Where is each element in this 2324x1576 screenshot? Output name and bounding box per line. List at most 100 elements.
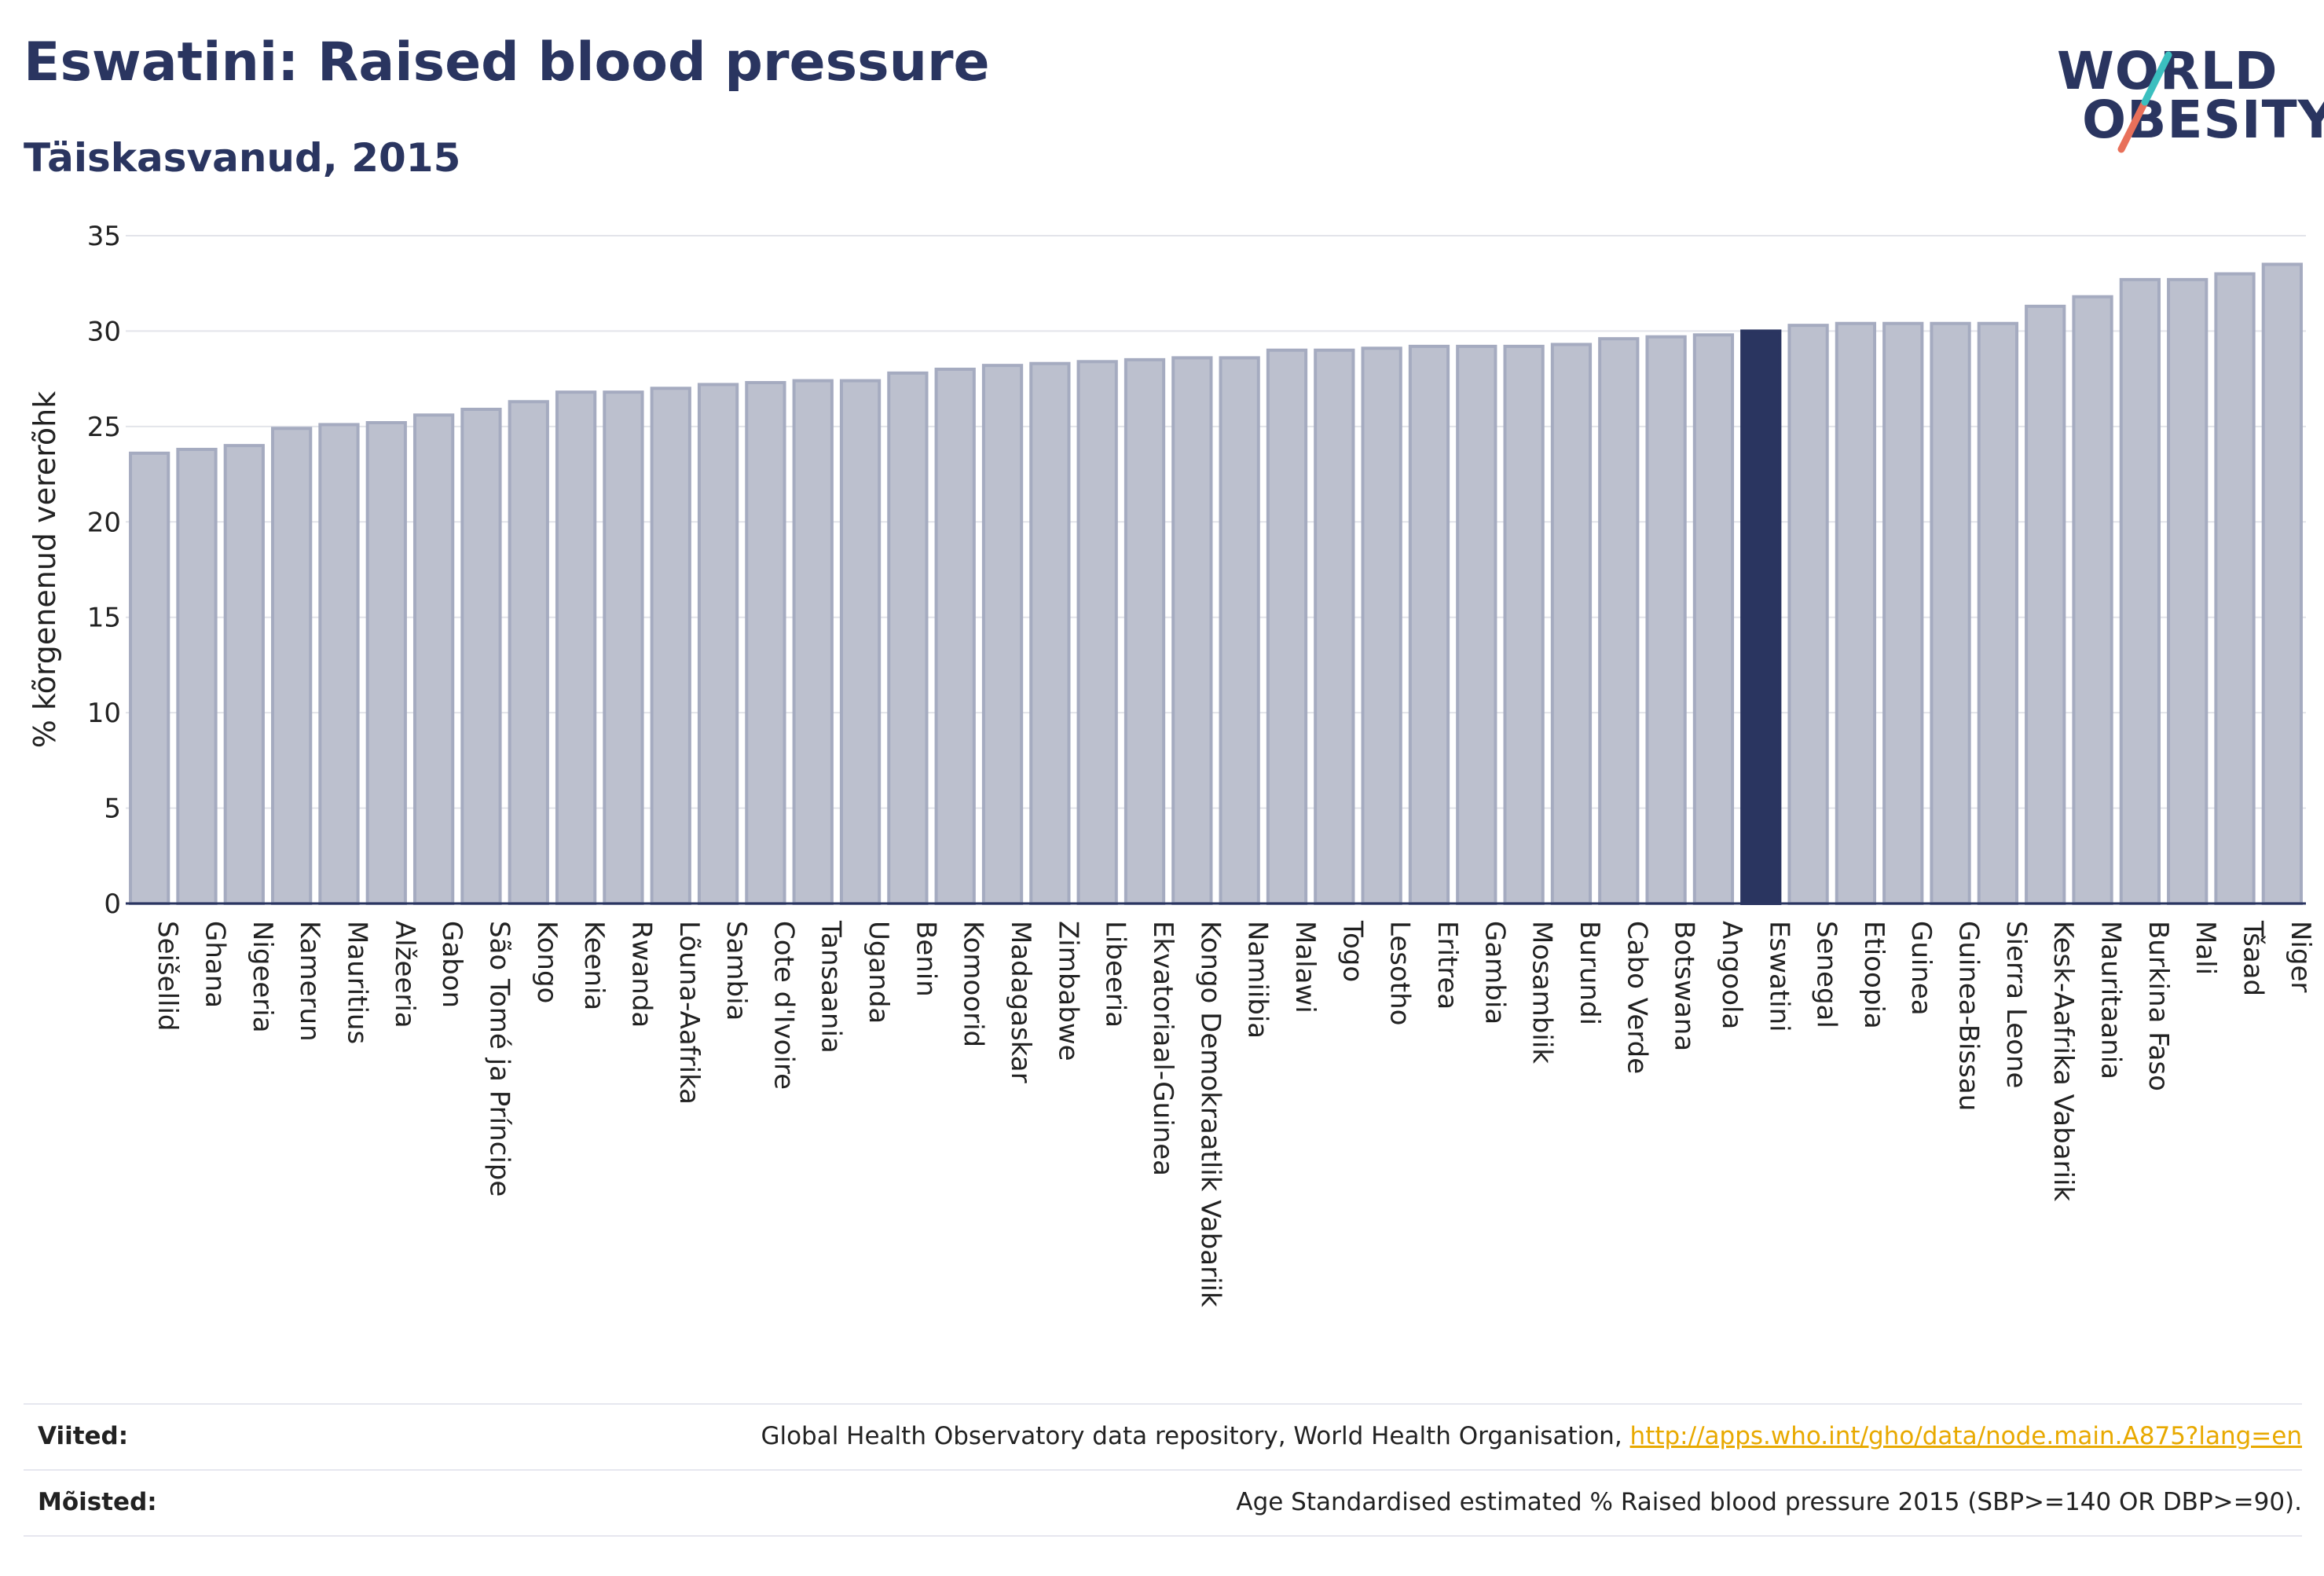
x-tick-label: Etioopia [1858,921,1890,1029]
x-tick-label: Tšaad [2238,920,2269,996]
y-tick-label: 10 [87,698,121,729]
x-tick-label: Namiibia [1242,921,1274,1039]
x-tick-label: Madagaskar [1005,921,1036,1083]
x-tick-label: Cote d'Ivoire [768,921,799,1090]
x-tick-label: Ekvatoriaal-Guinea [1147,921,1178,1176]
bar [697,383,739,905]
x-tick-label: Gambia [1479,921,1510,1024]
bar-highlighted [1740,329,1782,905]
x-tick-label: Komoorid [958,921,989,1047]
y-tick-label: 35 [87,221,121,252]
bar [2167,277,2209,906]
bar [1219,356,1260,905]
x-tick-label: Seišellid [152,921,183,1032]
x-tick-label: Senegal [1811,921,1842,1028]
bar [1503,344,1545,906]
bar [508,400,549,905]
x-tick-label: Mauritaania [2095,921,2127,1079]
bar [981,364,1024,905]
y-tick-label: 5 [104,793,121,825]
x-tick-label: Keenia [578,921,610,1010]
bar [1930,321,1971,905]
y-tick-label: 30 [87,316,121,347]
logo-line-1: WORLD [2057,41,2278,101]
x-tick-label: Rwanda [625,921,657,1028]
x-tick-label: Tansaania [816,920,847,1054]
bar [745,381,786,905]
x-tick-label: Malawi [1289,921,1321,1013]
x-tick-label: São Tomé ja Príncipe [483,921,515,1197]
bar [555,390,597,905]
x-tick-label: Angoola [1716,921,1747,1029]
bar [2119,277,2161,906]
bar-chart: 0 5 10 15 20 25 30 35 Seišellid Ghana Nigeeria Kam… [27,221,2316,1307]
bar [1314,348,1355,905]
x-tick-label: Mosambiik [1527,921,1558,1064]
definitions-value: Age Standardised estimated % Raised bloo… [1236,1488,2302,1516]
x-tick-label: Kongo Demokraatlik Vabariik [1194,921,1226,1307]
x-tick-label: Lõuna-Aafrika [673,921,705,1105]
bar [1456,344,1497,906]
bar [271,427,313,905]
x-tick-label: Zimbabwe [1052,921,1083,1061]
footer-divider [24,1535,2302,1537]
bar [887,371,929,906]
bar [1835,321,1877,905]
bar [1171,356,1213,905]
bar [2025,304,2066,906]
y-axis-ticks: 0 5 10 15 20 25 30 35 [87,221,121,920]
x-tick-label: Kongo [531,921,563,1003]
definitions-row: Mõisted: Age Standardised estimated % Ra… [24,1472,2302,1535]
bar [2214,272,2256,906]
sources-link[interactable]: http://apps.who.int/gho/data/node.main.A… [1629,1422,2302,1450]
x-tick-label: Ghana [199,921,230,1008]
x-tick-label: Botswana [1669,921,1700,1051]
bar [1550,343,1593,905]
bar [412,413,455,905]
bar [223,444,265,905]
x-tick-label: Benin [910,921,941,997]
y-axis-label: % kõrgenenud vererõhk [27,391,62,749]
chart-title: Eswatini: Raised blood pressure [24,31,990,93]
bar [1408,344,1450,906]
x-tick-label: Alžeeria [389,921,420,1028]
x-tick-label: Uganda [863,921,894,1024]
bar [1266,348,1308,905]
bar [1598,337,1640,905]
sources-text: Global Health Observatory data repositor… [761,1422,1630,1450]
bar [1361,346,1402,906]
x-tick-label: Sierra Leone [2000,921,2032,1088]
bar [129,451,170,906]
x-tick-label: Libeeria [1100,921,1131,1028]
x-tick-label: Mauritius [341,921,372,1044]
logo-slash-icon [2117,51,2172,153]
x-tick-label: Eswatini [1763,921,1794,1032]
x-tick-label: Guinea [1905,921,1937,1016]
bar [460,408,502,905]
bar [176,448,218,905]
x-axis-labels: Seišellid Ghana Nigeeria Kamerun Mauritius Al… [152,920,2316,1307]
sources-value: Global Health Observatory data repositor… [761,1422,2302,1450]
bar [603,390,644,905]
x-tick-label: Niger [2285,921,2316,992]
x-tick-label: Gabon [436,921,467,1008]
x-tick-label: Nigeeria [247,921,278,1033]
x-tick-label: Cabo Verde [1621,921,1652,1074]
footer-divider [24,1403,2302,1405]
x-tick-label: Lesotho [1384,921,1416,1025]
x-tick-label: Togo [1336,920,1368,982]
world-obesity-logo: WORLD OBESITY [2043,31,2324,173]
x-tick-label: Burkina Faso [2143,921,2174,1091]
x-tick-label: Kamerun [294,921,325,1042]
chart-subtitle: Täiskasvanud, 2015 [24,135,461,181]
bar [1076,360,1118,906]
bars [129,262,2303,906]
y-tick-label: 20 [87,507,121,538]
bar [1882,321,1924,905]
bar [1787,324,1829,905]
sources-row: Viited: Global Health Observatory data r… [24,1406,2302,1469]
x-tick-label: Mali [2190,921,2221,975]
y-tick-label: 25 [87,412,121,443]
y-tick-label: 15 [87,603,121,634]
bar [1029,361,1071,905]
